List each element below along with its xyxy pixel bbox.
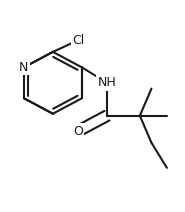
- Text: NH: NH: [98, 76, 116, 89]
- Text: O: O: [73, 125, 83, 138]
- Text: Cl: Cl: [72, 34, 84, 47]
- Text: N: N: [19, 61, 28, 74]
